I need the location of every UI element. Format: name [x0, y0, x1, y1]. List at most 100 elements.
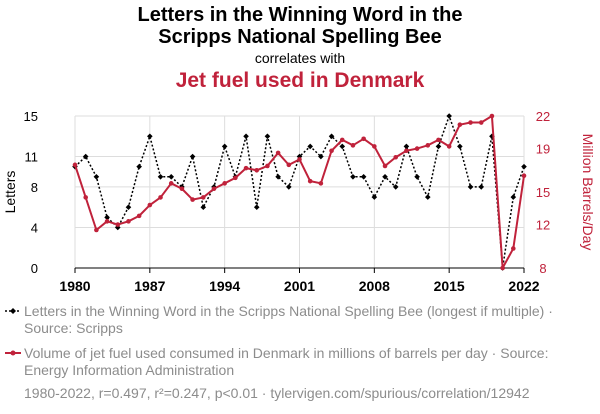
data-point-letters [392, 184, 399, 190]
data-point-jet-fuel [115, 222, 121, 227]
data-point-jet-fuel [136, 213, 142, 219]
data-point-letters [371, 194, 378, 200]
data-point-jet-fuel [382, 163, 388, 169]
chart-title-line-1: Letters in the Winning Word in the [137, 4, 463, 26]
data-point-jet-fuel [94, 227, 99, 233]
data-point-letters [157, 174, 164, 180]
data-point-jet-fuel [179, 186, 185, 192]
data-point-jet-fuel [318, 181, 324, 186]
data-point-jet-fuel [254, 167, 260, 173]
data-point-jet-fuel [200, 195, 206, 200]
data-point-letters [243, 133, 249, 140]
data-point-jet-fuel [275, 150, 281, 156]
data-point-jet-fuel [211, 186, 217, 192]
data-point-letters [93, 174, 100, 180]
data-point-jet-fuel [265, 163, 270, 169]
data-point-letters [200, 204, 207, 210]
data-point-letters [350, 174, 356, 180]
data-point-letters [221, 143, 228, 150]
data-point-jet-fuel [243, 165, 249, 171]
data-point-letters [82, 153, 89, 160]
data-point-jet-fuel [190, 197, 195, 202]
data-point-jet-fuel [158, 195, 163, 200]
data-point-letters [147, 133, 153, 140]
data-point-letters [489, 133, 495, 140]
data-point-letters [467, 184, 474, 190]
x-tick-label: 1994 [209, 278, 240, 294]
data-point-letters [424, 194, 431, 200]
y-right-tick-label: 8 [539, 261, 546, 276]
data-point-jet-fuel [393, 154, 399, 160]
data-point-jet-fuel [414, 146, 420, 151]
data-point-letters [136, 163, 142, 170]
data-point-letters [275, 174, 281, 180]
x-tick-label: 2001 [284, 278, 315, 294]
data-point-letters [382, 174, 388, 180]
data-point-letters [457, 143, 463, 150]
legend-swatch-jet-fuel [5, 350, 21, 356]
data-point-letters [286, 184, 292, 190]
data-point-jet-fuel [521, 173, 527, 179]
y-right-tick-label: 15 [536, 185, 550, 200]
legend-label-jet-fuel: Volume of jet fuel used consumed in Denm… [24, 345, 549, 378]
data-point-letters [168, 174, 175, 180]
data-point-jet-fuel [233, 175, 238, 181]
data-point-jet-fuel [436, 137, 441, 143]
data-point-jet-fuel [72, 162, 78, 168]
x-tick-label: 2015 [434, 278, 465, 294]
data-point-jet-fuel [500, 265, 505, 271]
data-point-jet-fuel [478, 120, 484, 125]
data-point-jet-fuel [297, 157, 302, 162]
legend-label-letters: Letters in the Winning Word in the Scrip… [24, 303, 553, 336]
data-point-jet-fuel [350, 143, 356, 148]
data-point-jet-fuel [147, 202, 153, 208]
data-point-letters [446, 113, 452, 119]
data-point-jet-fuel [286, 162, 292, 168]
data-point-letters [104, 214, 110, 221]
data-point-letters [435, 143, 442, 150]
data-point-jet-fuel [372, 144, 377, 149]
data-point-letters [521, 163, 527, 170]
y-right-tick-label: 22 [536, 109, 550, 124]
y-right-tick-label: 19 [536, 142, 550, 157]
data-point-jet-fuel [339, 137, 345, 143]
x-tick-label: 2008 [359, 278, 390, 294]
data-point-letters [318, 153, 324, 160]
data-point-jet-fuel [168, 181, 174, 186]
data-point-letters [510, 194, 517, 200]
y-left-tick-label: 0 [31, 261, 38, 276]
data-point-letters [189, 153, 196, 160]
data-point-jet-fuel [511, 246, 516, 251]
data-point-jet-fuel [83, 195, 88, 200]
data-point-jet-fuel [361, 136, 366, 142]
y-right-axis-title: Million Barrels/Day [580, 134, 596, 251]
y-left-tick-label: 4 [31, 220, 38, 235]
data-point-letters [125, 204, 132, 210]
data-point-jet-fuel [307, 178, 313, 184]
data-point-letters [307, 143, 313, 150]
data-point-jet-fuel [425, 143, 431, 148]
x-tick-label: 1987 [134, 278, 165, 294]
data-point-letters [328, 133, 335, 140]
y-left-tick-label: 11 [25, 150, 39, 165]
data-point-letters [253, 204, 260, 210]
y-left-tick-label: 15 [24, 109, 38, 124]
data-point-letters [478, 184, 485, 190]
data-point-jet-fuel [404, 148, 409, 154]
chart-subtitle: Jet fuel used in Denmark [175, 69, 425, 92]
data-point-jet-fuel [104, 219, 110, 224]
y-left-axis-title: Letters [2, 171, 18, 214]
chart-footer: 1980-2022, r=0.497, r²=0.247, p<0.01 · t… [24, 385, 530, 401]
y-right-tick-label: 12 [536, 218, 550, 233]
data-point-jet-fuel [468, 120, 473, 125]
legend-swatch-letters [5, 308, 21, 314]
data-point-jet-fuel [126, 219, 131, 224]
data-point-letters [403, 143, 410, 150]
data-point-letters [264, 133, 271, 140]
data-point-letters [414, 174, 420, 180]
data-point-jet-fuel [457, 122, 463, 127]
data-point-jet-fuel [446, 144, 452, 149]
x-tick-label: 2022 [508, 278, 539, 294]
data-point-letters [339, 143, 346, 150]
